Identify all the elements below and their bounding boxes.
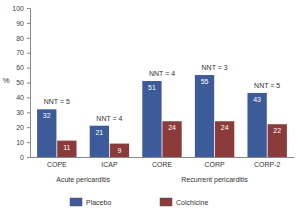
annotation: NNT = 5 bbox=[44, 98, 70, 105]
data-label: 55 bbox=[201, 78, 209, 85]
data-label: 51 bbox=[148, 84, 156, 91]
y-tick: 90 bbox=[16, 20, 30, 27]
y-tick-mark bbox=[27, 23, 30, 24]
y-tick-label: 90 bbox=[16, 20, 24, 27]
x-tick: COPE bbox=[47, 157, 67, 168]
y-tick-mark bbox=[27, 97, 30, 98]
x-tick: CORP bbox=[204, 157, 225, 168]
bar bbox=[57, 141, 76, 157]
y-tick: 60 bbox=[16, 64, 30, 71]
annotation: NNT = 3 bbox=[202, 64, 228, 71]
x-tick: CORP-2 bbox=[254, 157, 281, 168]
y-tick-label: 60 bbox=[16, 64, 24, 71]
x-tick-label: ICAP bbox=[101, 161, 118, 168]
bar bbox=[37, 109, 56, 157]
y-tick-mark bbox=[27, 83, 30, 84]
y-tick: 20 bbox=[16, 124, 30, 131]
bar bbox=[268, 124, 287, 157]
y-axis: 0 10 20 30 40 50 60 70 80 90 100 bbox=[12, 5, 30, 161]
y-tick-mark bbox=[27, 53, 30, 54]
y-tick-label: 100 bbox=[12, 5, 24, 12]
x-tick: ICAP bbox=[101, 157, 118, 168]
data-label: 43 bbox=[253, 96, 261, 103]
bar bbox=[90, 126, 109, 157]
y-tick-label: 70 bbox=[16, 49, 24, 56]
annotation: NNT = 4 bbox=[96, 115, 122, 122]
y-tick-mark bbox=[27, 68, 30, 69]
legend-swatch bbox=[160, 198, 172, 206]
x-axis: COPE ICAP CORE CORP CORP-2 bbox=[31, 157, 295, 168]
legend-swatch bbox=[70, 198, 82, 206]
bar bbox=[195, 75, 214, 157]
y-tick: 70 bbox=[16, 49, 30, 56]
bar bbox=[247, 93, 266, 157]
bar bbox=[110, 144, 129, 157]
chart: 0102030405060708090100COPEICAPCORECORPCO… bbox=[0, 0, 300, 215]
annotation: NNT = 4 bbox=[149, 70, 175, 77]
y-tick: 30 bbox=[16, 109, 30, 116]
data-label: 22 bbox=[273, 127, 281, 134]
y-tick: 10 bbox=[16, 139, 30, 146]
annotations: NNT = 5 NNT = 4 NNT = 4 NNT = 3 NNT = 5 bbox=[44, 64, 281, 122]
y-tick-label: 10 bbox=[16, 139, 24, 146]
y-tick-label: 20 bbox=[16, 124, 24, 131]
group-label: Recurrent pericarditis bbox=[181, 176, 248, 184]
y-tick: 80 bbox=[16, 35, 30, 42]
data-label: 32 bbox=[43, 112, 51, 119]
data-labels: 32 21 51 55 43 11 9 24 24 22 bbox=[43, 78, 281, 154]
y-axis-title: % bbox=[2, 76, 9, 85]
x-tick-label: CORP-2 bbox=[254, 161, 281, 168]
y-tick-label: 30 bbox=[16, 109, 24, 116]
data-label: 9 bbox=[118, 147, 122, 154]
legend-label: Placebo bbox=[86, 199, 111, 206]
x-axis-line bbox=[31, 157, 295, 158]
y-axis-line bbox=[27, 9, 31, 158]
group-label: Acute pericarditis bbox=[56, 176, 110, 184]
bar bbox=[142, 81, 161, 157]
group-labels: Acute pericarditis Recurrent pericarditis bbox=[56, 176, 248, 184]
x-tick-label: CORE bbox=[152, 161, 173, 168]
y-tick-label: 80 bbox=[16, 35, 24, 42]
bars bbox=[37, 75, 287, 157]
y-tick: 0 bbox=[20, 154, 30, 161]
y-tick-mark bbox=[27, 142, 30, 143]
legend-label: Colchicine bbox=[176, 199, 208, 206]
data-label: 11 bbox=[63, 144, 70, 151]
bar bbox=[162, 121, 181, 157]
y-tick-label: 0 bbox=[20, 154, 24, 161]
x-tick-label: CORP bbox=[204, 161, 225, 168]
bar bbox=[215, 121, 234, 157]
y-tick-label: 50 bbox=[16, 79, 24, 86]
plot: 0102030405060708090100COPEICAPCORECORPCO… bbox=[12, 5, 294, 184]
y-tick-mark bbox=[27, 8, 30, 9]
x-tick-label: COPE bbox=[47, 161, 67, 168]
y-tick-label: 40 bbox=[16, 94, 24, 101]
y-tick: 100 bbox=[12, 5, 30, 12]
y-tick-mark bbox=[27, 157, 30, 158]
data-label: 21 bbox=[95, 129, 103, 136]
data-label: 24 bbox=[221, 124, 229, 131]
y-tick: 40 bbox=[16, 94, 30, 101]
legend: Placebo Colchicine bbox=[70, 198, 208, 206]
x-tick: CORE bbox=[152, 157, 173, 168]
data-label: 24 bbox=[168, 124, 176, 131]
annotation: NNT = 5 bbox=[254, 82, 280, 89]
y-tick-mark bbox=[27, 112, 30, 113]
y-tick-mark bbox=[27, 38, 30, 39]
y-tick-mark bbox=[27, 127, 30, 128]
y-tick: 50 bbox=[16, 79, 30, 86]
